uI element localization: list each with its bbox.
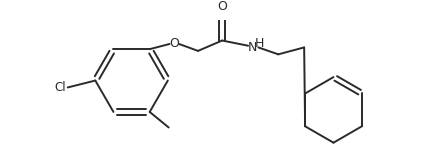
Text: O: O [217, 0, 227, 13]
Text: Cl: Cl [54, 81, 66, 94]
Text: H: H [255, 38, 264, 50]
Text: N: N [248, 41, 257, 54]
Text: O: O [169, 38, 179, 50]
